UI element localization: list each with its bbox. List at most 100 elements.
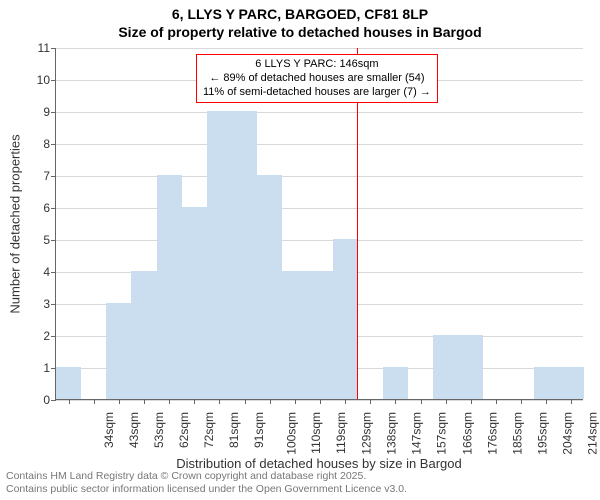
ytick-label: 8: [43, 137, 50, 151]
xtick-label: 91sqm: [252, 412, 266, 448]
xtick-label: 110sqm: [309, 412, 323, 454]
annotation-box: 6 LLYS Y PARC: 146sqm← 89% of detached h…: [196, 54, 438, 103]
ytick-label: 4: [43, 265, 50, 279]
xtick-label: 195sqm: [536, 412, 550, 455]
xtick-label: 34sqm: [102, 412, 116, 448]
xtick-label: 204sqm: [561, 412, 575, 455]
xtick-label: 166sqm: [460, 412, 474, 455]
ytick-label: 6: [43, 201, 50, 215]
xtick-label: 72sqm: [202, 412, 216, 448]
ytick-label: 11: [38, 41, 50, 55]
xtick-label: 100sqm: [284, 412, 298, 455]
xtick-label: 129sqm: [360, 412, 374, 455]
xtick-label: 53sqm: [152, 412, 166, 448]
title-line-2: Size of property relative to detached ho…: [0, 24, 600, 42]
xtick-label: 43sqm: [127, 412, 141, 448]
ytick-label: 5: [43, 233, 50, 247]
xtick-label: 157sqm: [435, 412, 449, 455]
gridline: [56, 176, 583, 177]
ytick-label: 0: [43, 393, 50, 407]
annotation-line-2: ← 89% of detached houses are smaller (54…: [203, 72, 431, 86]
ytick-mark: [51, 272, 56, 273]
chart-title: 6, LLYS Y PARC, BARGOED, CF81 8LP Size o…: [0, 0, 600, 41]
histogram-bar: [307, 271, 332, 399]
xtick-mark: [144, 399, 145, 404]
xtick-mark: [219, 399, 220, 404]
xtick-mark: [571, 399, 572, 404]
xtick-mark: [421, 399, 422, 404]
xtick-mark: [295, 399, 296, 404]
xtick-mark: [345, 399, 346, 404]
gridline: [56, 240, 583, 241]
xtick-label: 214sqm: [586, 412, 600, 455]
xtick-mark: [119, 399, 120, 404]
histogram-bar: [106, 303, 131, 399]
xtick-mark: [245, 399, 246, 404]
ytick-label: 10: [37, 73, 50, 87]
ytick-mark: [51, 144, 56, 145]
gridline: [56, 208, 583, 209]
ytick-label: 2: [43, 329, 50, 343]
histogram-bar: [282, 271, 307, 399]
xtick-mark: [94, 399, 95, 404]
plot-area: 0123456789101134sqm43sqm53sqm62sqm72sqm8…: [55, 48, 583, 400]
ytick-mark: [51, 80, 56, 81]
histogram-bar: [333, 239, 358, 399]
ytick-label: 3: [43, 297, 50, 311]
xtick-label: 147sqm: [410, 412, 424, 455]
histogram-bar: [56, 367, 81, 399]
x-axis-label: Distribution of detached houses by size …: [176, 456, 461, 471]
histogram-bar: [257, 175, 282, 399]
title-line-1: 6, LLYS Y PARC, BARGOED, CF81 8LP: [0, 6, 600, 24]
ytick-label: 7: [43, 169, 50, 183]
xtick-mark: [169, 399, 170, 404]
xtick-mark: [270, 399, 271, 404]
ytick-mark: [51, 400, 56, 401]
ytick-mark: [51, 304, 56, 305]
histogram-bar: [182, 207, 207, 399]
footer-line-1: Contains HM Land Registry data © Crown c…: [6, 470, 407, 483]
xtick-mark: [395, 399, 396, 404]
xtick-label: 119sqm: [334, 412, 348, 454]
xtick-label: 138sqm: [385, 412, 399, 455]
annotation-line-3: 11% of semi-detached houses are larger (…: [203, 86, 431, 100]
xtick-mark: [320, 399, 321, 404]
histogram-bar: [458, 335, 483, 399]
histogram-bar: [433, 335, 458, 399]
gridline: [56, 48, 583, 49]
footer-line-2: Contains public sector information licen…: [6, 483, 407, 496]
ytick-mark: [51, 240, 56, 241]
histogram-bar: [232, 111, 257, 399]
gridline: [56, 144, 583, 145]
chart-container: 6, LLYS Y PARC, BARGOED, CF81 8LP Size o…: [0, 0, 600, 500]
ytick-mark: [51, 336, 56, 337]
ytick-mark: [51, 48, 56, 49]
xtick-label: 62sqm: [177, 412, 191, 448]
xtick-mark: [546, 399, 547, 404]
xtick-mark: [496, 399, 497, 404]
ytick-label: 9: [43, 105, 50, 119]
y-axis-label: Number of detached properties: [7, 134, 22, 313]
histogram-bar: [131, 271, 156, 399]
xtick-label: 176sqm: [485, 412, 499, 455]
ytick-mark: [51, 176, 56, 177]
xtick-mark: [471, 399, 472, 404]
ytick-mark: [51, 208, 56, 209]
annotation-line-1: 6 LLYS Y PARC: 146sqm: [203, 58, 431, 72]
xtick-mark: [521, 399, 522, 404]
histogram-bar: [559, 367, 584, 399]
footer-attribution: Contains HM Land Registry data © Crown c…: [6, 470, 407, 496]
xtick-mark: [370, 399, 371, 404]
histogram-bar: [207, 111, 232, 399]
ytick-mark: [51, 112, 56, 113]
histogram-bar: [383, 367, 408, 399]
histogram-bar: [157, 175, 182, 399]
xtick-label: 81sqm: [227, 412, 241, 448]
xtick-mark: [446, 399, 447, 404]
xtick-mark: [194, 399, 195, 404]
xtick-label: 185sqm: [511, 412, 525, 455]
histogram-bar: [534, 367, 559, 399]
ytick-label: 1: [43, 361, 50, 375]
xtick-mark: [69, 399, 70, 404]
gridline: [56, 112, 583, 113]
